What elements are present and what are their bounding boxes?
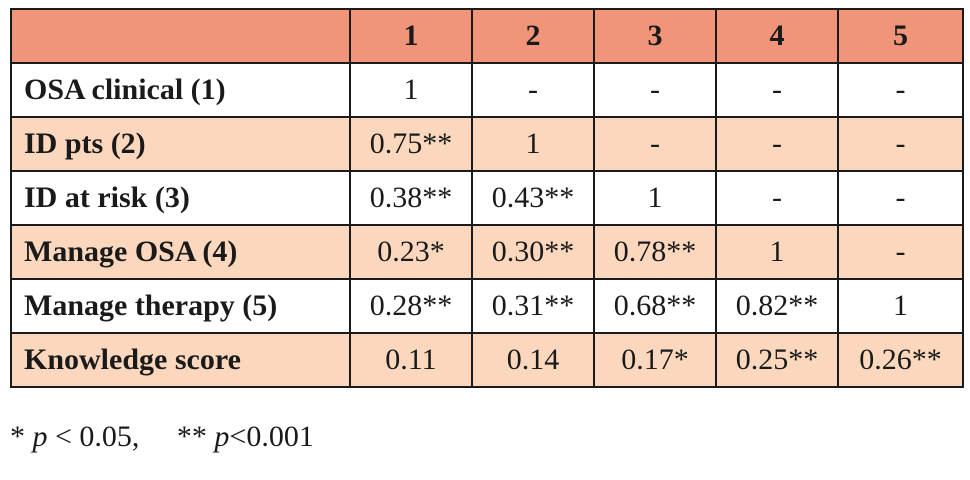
table-cell: 1 [593, 170, 717, 226]
table-cell: 0.17* [593, 332, 717, 388]
table-row: Knowledge score 0.11 0.14 0.17* 0.25** 0… [10, 332, 964, 388]
table-row: ID at risk (3) 0.38** 0.43** 1 - - [10, 170, 964, 226]
table-cell: - [837, 170, 964, 226]
table-cell: 0.43** [471, 170, 595, 226]
table-cell: 0.11 [349, 332, 473, 388]
table-cell: - [715, 116, 839, 172]
table-cell: - [837, 224, 964, 280]
table-cell: - [593, 116, 717, 172]
significance-footnote: * p < 0.05, ** p<0.001 [10, 420, 314, 454]
column-header: 1 [349, 8, 473, 64]
table-cell: 0.78** [593, 224, 717, 280]
table-header-row: 1 2 3 4 5 [10, 8, 964, 64]
table-row: ID pts (2) 0.75** 1 - - - [10, 116, 964, 172]
table-row: Manage therapy (5) 0.28** 0.31** 0.68** … [10, 278, 964, 334]
table-cell: - [715, 62, 839, 118]
column-header: 5 [837, 8, 964, 64]
table-cell: - [593, 62, 717, 118]
footnote-p-1: p [32, 420, 48, 453]
table-row: OSA clinical (1) 1 - - - - [10, 62, 964, 118]
table-cell: 1 [349, 62, 473, 118]
table-cell: 0.28** [349, 278, 473, 334]
correlation-table: 1 2 3 4 5 OSA clinical (1) 1 - - - - ID … [10, 8, 964, 388]
table-cell: 0.14 [471, 332, 595, 388]
footnote-p-2: p [214, 420, 230, 453]
table-cell: - [837, 116, 964, 172]
table-cell: 0.82** [715, 278, 839, 334]
footnote-star-1: * [10, 420, 33, 453]
table-cell: - [715, 170, 839, 226]
header-corner-cell [10, 8, 351, 64]
table-cell: 0.38** [349, 170, 473, 226]
table-row: Manage OSA (4) 0.23* 0.30** 0.78** 1 - [10, 224, 964, 280]
row-label: Knowledge score [10, 332, 351, 388]
column-header: 4 [715, 8, 839, 64]
footnote-star-2: ** [176, 420, 215, 453]
table-cell: - [471, 62, 595, 118]
table-cell: 0.75** [349, 116, 473, 172]
column-header: 2 [471, 8, 595, 64]
column-header: 3 [593, 8, 717, 64]
footnote-threshold-2: <0.001 [229, 420, 314, 453]
row-label: Manage therapy (5) [10, 278, 351, 334]
table-cell: 0.31** [471, 278, 595, 334]
table-cell: 0.26** [837, 332, 964, 388]
table-cell: 0.68** [593, 278, 717, 334]
table-cell: 1 [715, 224, 839, 280]
table-cell: 0.23* [349, 224, 473, 280]
table-cell: 0.30** [471, 224, 595, 280]
row-label: Manage OSA (4) [10, 224, 351, 280]
table-cell: 0.25** [715, 332, 839, 388]
footnote-threshold-1: < 0.05, [47, 420, 177, 453]
row-label: ID at risk (3) [10, 170, 351, 226]
table-cell: 1 [471, 116, 595, 172]
row-label: OSA clinical (1) [10, 62, 351, 118]
table-cell: 1 [837, 278, 964, 334]
table-cell: - [837, 62, 964, 118]
row-label: ID pts (2) [10, 116, 351, 172]
